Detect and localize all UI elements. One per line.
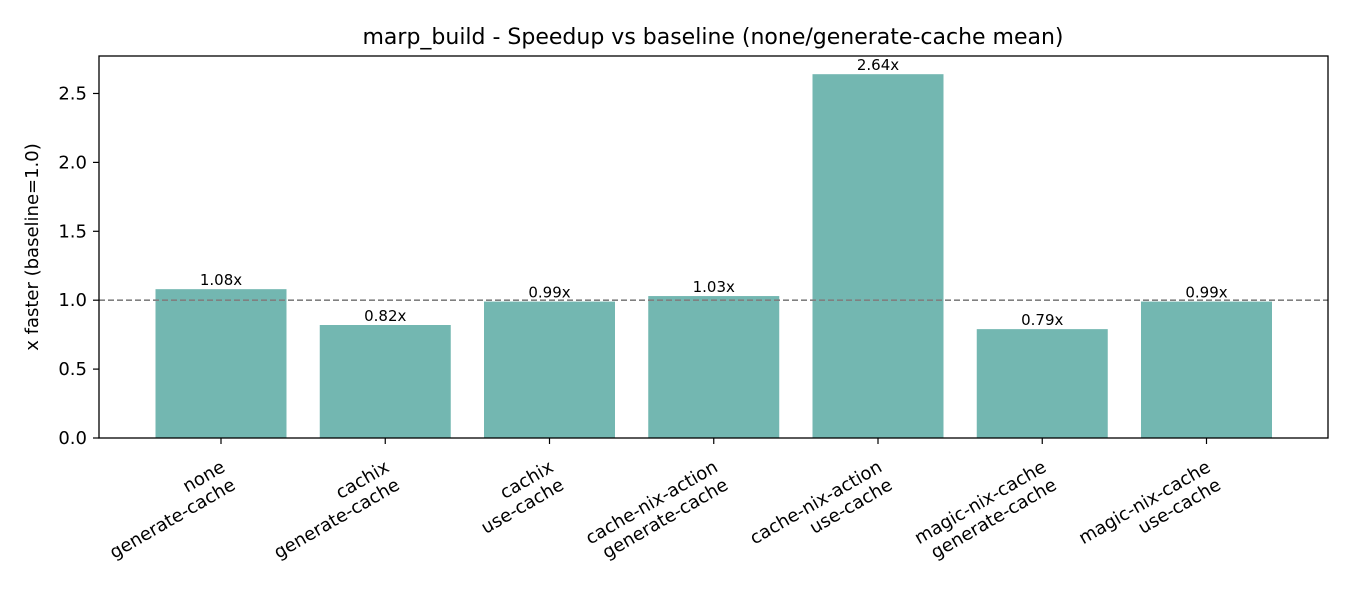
x-tick-label-3: cache-nix-actiongenerate-cache bbox=[582, 457, 732, 567]
value-label-5: 0.79x bbox=[1021, 311, 1063, 329]
value-label-4: 2.64x bbox=[857, 56, 899, 74]
y-tick-label-2: 1.0 bbox=[58, 290, 87, 311]
value-labels-layer: 1.08x 0.82x 0.99x 1.03x 2.64x 0.79x 0.99x bbox=[200, 56, 1228, 329]
y-tick-label-3: 1.5 bbox=[58, 221, 87, 242]
y-tick-label-0: 0.0 bbox=[58, 428, 87, 449]
chart-title: marp_build - Speedup vs baseline (none/g… bbox=[362, 25, 1063, 50]
y-tick-label-4: 2.0 bbox=[58, 152, 87, 173]
x-tick-label-0: nonegenerate-cache bbox=[96, 457, 239, 564]
y-axis-label: x faster (baseline=1.0) bbox=[22, 143, 43, 351]
bar-6 bbox=[1141, 301, 1272, 438]
x-tick-label-5: magic-nix-cachegenerate-cache bbox=[911, 457, 1060, 567]
bar-5 bbox=[976, 329, 1108, 438]
value-label-1: 0.82x bbox=[364, 307, 406, 325]
value-label-2: 0.99x bbox=[528, 284, 570, 302]
bar-2 bbox=[484, 301, 615, 438]
bar-0 bbox=[155, 289, 287, 438]
bar-4 bbox=[812, 74, 944, 438]
bar-1 bbox=[319, 325, 451, 438]
y-tick-label-5: 2.5 bbox=[58, 83, 87, 104]
value-label-6: 0.99x bbox=[1185, 284, 1227, 302]
bar-3 bbox=[648, 296, 780, 438]
value-label-0: 1.08x bbox=[200, 271, 242, 289]
x-tick-label-2: cachixuse-cache bbox=[467, 456, 568, 538]
x-tick-label-4: cache-nix-actionuse-cache bbox=[746, 457, 896, 567]
x-tick-label-1: cachixgenerate-cache bbox=[260, 456, 404, 563]
value-label-3: 1.03x bbox=[693, 278, 735, 296]
bars-layer bbox=[155, 74, 1272, 438]
x-tick-label-6: magic-nix-cacheuse-cache bbox=[1075, 457, 1224, 567]
y-tick-label-1: 0.5 bbox=[58, 359, 87, 380]
